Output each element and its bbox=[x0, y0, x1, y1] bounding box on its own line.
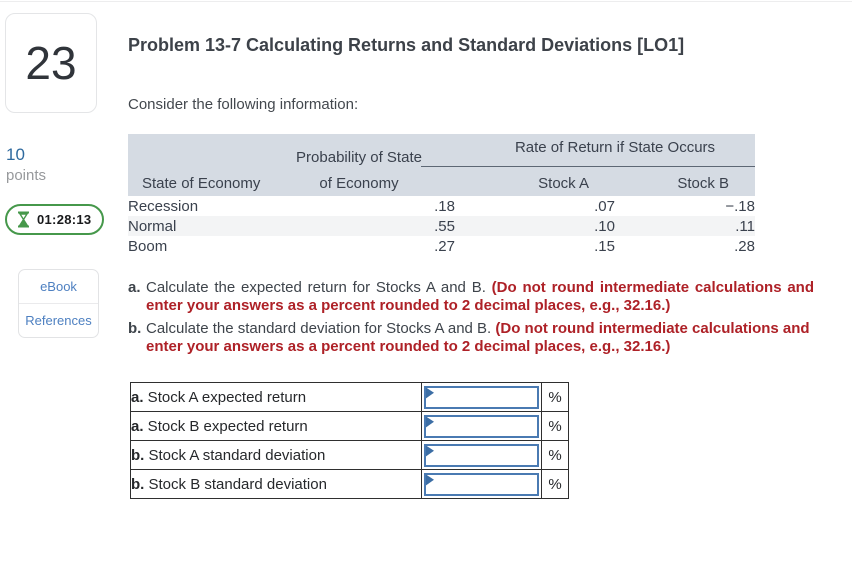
instruction-text: Calculate the standard deviation for Sto… bbox=[146, 320, 814, 355]
instructions: a. Calculate the expected return for Sto… bbox=[128, 279, 814, 355]
answer-label: a. Stock A expected return bbox=[130, 382, 422, 412]
stock-b-cell: −.18 bbox=[725, 197, 755, 215]
instruction-emphasis-text: (Do not round intermediate calculations … bbox=[146, 279, 814, 314]
answer-label-prefix: b. bbox=[131, 446, 145, 464]
ebook-link[interactable]: eBook bbox=[40, 279, 77, 294]
answer-row: b. Stock A standard deviation % bbox=[130, 440, 569, 470]
answer-input-box bbox=[424, 414, 539, 438]
answer-label: a. Stock B expected return bbox=[130, 411, 422, 441]
answer-row: a. Stock B expected return % bbox=[130, 411, 569, 441]
intro-text: Consider the following information: bbox=[128, 96, 359, 113]
input-marker-icon bbox=[426, 416, 434, 428]
percent-unit: % bbox=[541, 440, 569, 470]
answer-input-cell bbox=[421, 440, 542, 470]
answer-label: b. Stock A standard deviation bbox=[130, 440, 422, 470]
stock-b-cell: .11 bbox=[735, 217, 755, 235]
state-cell: Boom bbox=[128, 237, 168, 255]
instruction-normal-text: Calculate the standard deviation for Sto… bbox=[146, 320, 496, 337]
table-row: Normal .55 .10 .11 bbox=[128, 216, 755, 236]
stock-b-header: Stock B bbox=[615, 166, 755, 196]
probability-cell: .27 bbox=[434, 237, 455, 255]
stock-b-expected-return-input[interactable] bbox=[426, 416, 537, 436]
stock-b-standard-deviation-input[interactable] bbox=[426, 474, 537, 494]
answer-input-box bbox=[424, 472, 539, 496]
stock-a-expected-return-input[interactable] bbox=[426, 387, 537, 407]
answer-input-cell bbox=[421, 411, 542, 441]
probability-cell: .18 bbox=[434, 197, 455, 215]
table-row: Boom .27 .15 .28 bbox=[128, 236, 755, 256]
points-label: points bbox=[6, 167, 47, 184]
rate-of-return-group-header: Rate of Return if State Occurs bbox=[421, 134, 755, 167]
page: 23 10 points 01:28:13 eBook References P… bbox=[0, 2, 852, 499]
question-number: 23 bbox=[25, 37, 77, 89]
probability-cell: .55 bbox=[434, 217, 455, 235]
instruction-label: a. bbox=[128, 279, 141, 296]
sidebar: 23 10 points 01:28:13 eBook References bbox=[0, 2, 115, 499]
stock-a-header: Stock A bbox=[455, 166, 615, 196]
answer-row: a. Stock A expected return % bbox=[130, 382, 569, 412]
state-cell: Recession bbox=[128, 197, 199, 215]
input-marker-icon bbox=[426, 445, 434, 457]
top-divider bbox=[0, 0, 852, 2]
state-cell: Normal bbox=[128, 217, 177, 235]
percent-unit: % bbox=[541, 469, 569, 499]
input-marker-icon bbox=[426, 387, 434, 399]
percent-unit: % bbox=[541, 411, 569, 441]
resources-box: eBook References bbox=[18, 269, 99, 338]
stock-a-cell: .07 bbox=[594, 197, 615, 215]
answer-input-cell bbox=[421, 469, 542, 499]
probability-header-line2: of Economy bbox=[293, 166, 455, 196]
stock-a-cell: .15 bbox=[594, 237, 615, 255]
stock-a-cell: .10 bbox=[594, 217, 615, 235]
answer-label-prefix: a. bbox=[131, 417, 144, 435]
answer-label: b. Stock B standard deviation bbox=[130, 469, 422, 499]
instruction-item-b: b. Calculate the standard deviation for … bbox=[128, 320, 814, 355]
answer-input-cell bbox=[421, 382, 542, 412]
instruction-item-a: a. Calculate the expected return for Sto… bbox=[128, 279, 814, 314]
answer-label-text: Stock B expected return bbox=[143, 417, 308, 435]
timer-value: 01:28:13 bbox=[37, 212, 92, 227]
probability-header-line1: Probability of State bbox=[293, 134, 455, 166]
instruction-normal-text: Calculate the expected return for Stocks… bbox=[146, 279, 492, 296]
answer-table: a. Stock A expected return % a. Stock B … bbox=[130, 382, 569, 499]
state-of-economy-header: State of Economy bbox=[128, 166, 293, 196]
instruction-label: b. bbox=[128, 320, 142, 337]
question-number-box: 23 bbox=[5, 13, 97, 113]
points-value: 10 bbox=[6, 145, 25, 164]
instruction-emphasis-text: (Do not round intermediate calculations … bbox=[146, 320, 810, 355]
hourglass-icon bbox=[17, 211, 30, 228]
table-row: Recession .18 .07 −.18 bbox=[128, 196, 755, 216]
percent-unit: % bbox=[541, 382, 569, 412]
answer-label-prefix: b. bbox=[131, 475, 145, 493]
answer-label-text: Stock A expected return bbox=[143, 388, 307, 406]
info-table-corner bbox=[128, 134, 293, 166]
instruction-text: Calculate the expected return for Stocks… bbox=[146, 279, 814, 314]
answer-label-prefix: a. bbox=[131, 388, 144, 406]
answer-input-box bbox=[424, 443, 539, 467]
stock-b-cell: .28 bbox=[734, 237, 755, 255]
stock-a-standard-deviation-input[interactable] bbox=[426, 445, 537, 465]
page-title: Problem 13-7 Calculating Returns and Sta… bbox=[128, 35, 685, 55]
input-marker-icon bbox=[426, 474, 434, 486]
timer-pill: 01:28:13 bbox=[5, 204, 105, 235]
info-table: Probability of State Rate of Return if S… bbox=[128, 134, 755, 256]
answer-label-text: Stock B standard deviation bbox=[144, 475, 327, 493]
references-link[interactable]: References bbox=[19, 303, 98, 337]
main-content: Problem 13-7 Calculating Returns and Sta… bbox=[115, 2, 852, 499]
answer-row: b. Stock B standard deviation % bbox=[130, 469, 569, 499]
answer-label-text: Stock A standard deviation bbox=[144, 446, 326, 464]
points-block: 10 points bbox=[5, 145, 115, 184]
answer-input-box bbox=[424, 385, 539, 409]
